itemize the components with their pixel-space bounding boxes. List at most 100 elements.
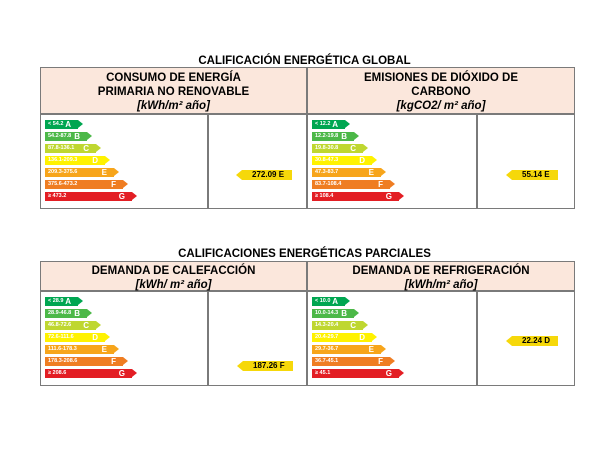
arrow-tip-icon — [399, 369, 404, 377]
rating-letter: F — [378, 357, 383, 366]
rating-letter: C — [350, 321, 356, 330]
arrow-tip-icon — [390, 180, 395, 188]
rating-letter: A — [65, 120, 71, 129]
partial-panel-1-value-cell: 22.24 D — [477, 291, 575, 386]
rating-range-label: 46.8-72.6 — [48, 322, 72, 328]
rating-bar-g: ≥ 473.2 G — [45, 192, 137, 201]
arrow-tip-icon — [96, 321, 101, 329]
rating-letter: G — [118, 369, 125, 378]
arrow-tip-icon — [372, 333, 377, 341]
rating-range-label: 111.6-178.3 — [48, 346, 77, 352]
rating-range-label: 136.1-209.3 — [48, 157, 78, 163]
arrow-tip-icon — [399, 192, 404, 200]
partial-panel-0-value-arrow: 187.26 F — [237, 361, 293, 371]
rating-letter: G — [385, 192, 392, 201]
panel-title: DEMANDA DE REFRIGERACIÓN — [352, 265, 530, 277]
rating-letter: D — [92, 156, 98, 165]
rating-bar-f: 375.6-473.2 F — [45, 180, 128, 189]
rating-letter: B — [74, 132, 80, 141]
arrow-tip-icon — [123, 180, 128, 188]
rating-range-label: 30.8-47.3 — [315, 157, 339, 163]
global-panel-0-header: CONSUMO DE ENERGÍA PRIMARIA NO RENOVABLE… — [40, 67, 307, 114]
rating-bar-f: 178.3-208.6 F — [45, 357, 128, 366]
arrow-tip-icon — [132, 192, 137, 200]
panel-unit: [kWh/m² año] — [404, 279, 478, 291]
rating-range-label: 28.9-46.8 — [48, 310, 72, 316]
rating-letter: D — [359, 156, 365, 165]
rating-letter: A — [332, 297, 338, 306]
rating-range-label: 87.8-136.1 — [48, 145, 75, 151]
global-panel-0-scale: < 54.2 A 54.2-87.8 B 87.8-136.1 C 136.1-209.3 D… — [40, 114, 208, 209]
arrow-tip-icon — [96, 144, 101, 152]
arrow-tip-icon — [87, 132, 92, 140]
rating-bar-f: 36.7-45.1 F — [312, 357, 395, 366]
rating-range-label: 178.3-208.6 — [48, 358, 78, 364]
rating-range-label: ≥ 108.4 — [315, 193, 334, 199]
rating-letter: C — [83, 321, 89, 330]
arrow-tip-icon — [87, 309, 92, 317]
rating-letter: B — [74, 309, 80, 318]
rating-bar-c: 14.3-20.4 C — [312, 321, 368, 330]
arrow-tip-icon — [123, 357, 128, 365]
rating-bar-a: < 10.0 A — [312, 297, 350, 306]
rating-range-label: 19.8-30.8 — [315, 145, 339, 151]
partial-panel-0-header: DEMANDA DE CALEFACCIÓN [kWh/ m² año] — [40, 261, 307, 291]
rating-bar-e: 29.7-36.7 E — [312, 345, 386, 354]
panel-unit: [kWh/ m² año] — [135, 279, 212, 291]
arrow-tip-icon — [345, 120, 350, 128]
global-panel-1-value-arrow: 55.14 E — [506, 170, 558, 180]
rating-letter: B — [341, 309, 347, 318]
arrow-tip-icon — [345, 297, 350, 305]
global-panel-1-value-cell: 55.14 E — [477, 114, 575, 209]
global-panel-1-scale: < 12.2 A 12.2-19.8 B 19.8-30.8 C 30.8-47.3 D 47.… — [307, 114, 477, 209]
rating-letter: C — [83, 144, 89, 153]
partial-panel-1-scale: < 10.0 A 10.0-14.3 B 14.3-20.4 C 20.4-29.7 D 29.… — [307, 291, 477, 386]
rating-bar-a: < 28.9 A — [45, 297, 83, 306]
partial-panel-0-value-cell: 187.26 F — [208, 291, 307, 386]
rating-range-label: < 10.0 — [315, 298, 331, 304]
arrow-tip-icon — [363, 321, 368, 329]
rating-bar-c: 19.8-30.8 C — [312, 144, 368, 153]
rating-letter: A — [332, 120, 338, 129]
rating-range-label: 14.3-20.4 — [315, 322, 339, 328]
rating-range-label: ≥ 473.2 — [48, 193, 67, 199]
arrow-tip-icon — [390, 357, 395, 365]
rating-letter: A — [65, 297, 71, 306]
panel-title-line2: PRIMARIA NO RENOVABLE — [97, 86, 250, 98]
rating-range-label: 10.0-14.3 — [315, 310, 339, 316]
panel-title-line1: EMISIONES DE DIÓXIDO DE — [364, 72, 518, 84]
rating-letter: D — [92, 333, 98, 342]
rating-letter: D — [359, 333, 365, 342]
partial-section-title: CALIFICACIONES ENERGÉTICAS PARCIALES — [178, 248, 431, 260]
rating-range-label: ≥ 45.1 — [315, 370, 331, 376]
arrow-tip-icon — [132, 369, 137, 377]
rating-letter: G — [385, 369, 392, 378]
rating-bar-a: < 12.2 A — [312, 120, 350, 129]
arrow-tip-icon — [114, 345, 119, 353]
rating-range-label: 209.3-375.6 — [48, 169, 78, 175]
rating-range-label: 20.4-29.7 — [315, 334, 339, 340]
rating-bar-d: 30.8-47.3 D — [312, 156, 377, 165]
rating-letter: F — [378, 180, 383, 189]
partial-panel-1-header: DEMANDA DE REFRIGERACIÓN [kWh/m² año] — [307, 261, 575, 291]
panel-unit: [kgCO2/ m² año] — [396, 100, 486, 112]
rating-range-label: 47.3-83.7 — [315, 169, 339, 175]
partial-panel-0-scale: < 28.9 A 28.9-46.8 B 46.8-72.6 C 72.6-111.6 D 11… — [40, 291, 208, 386]
rating-range-label: 29.7-36.7 — [315, 346, 339, 352]
rating-letter: C — [350, 144, 356, 153]
rating-range-label: < 12.2 — [315, 121, 331, 127]
arrow-tip-icon — [105, 333, 110, 341]
rating-range-label: 12.2-19.8 — [315, 133, 339, 139]
arrow-tip-icon — [78, 120, 83, 128]
rating-range-label: ≥ 208.6 — [48, 370, 67, 376]
rating-letter: E — [368, 345, 374, 354]
rating-letter: E — [368, 168, 374, 177]
arrow-tip-icon — [114, 168, 119, 176]
rating-bar-g: ≥ 208.6 G — [45, 369, 137, 378]
rating-range-label: < 54.2 — [48, 121, 64, 127]
arrow-tip-icon — [354, 132, 359, 140]
global-panel-0-value-arrow: 272.09 E — [235, 170, 293, 180]
panel-unit: [kWh/m² año] — [137, 100, 210, 112]
rating-letter: F — [111, 357, 116, 366]
rating-letter: E — [101, 345, 107, 354]
